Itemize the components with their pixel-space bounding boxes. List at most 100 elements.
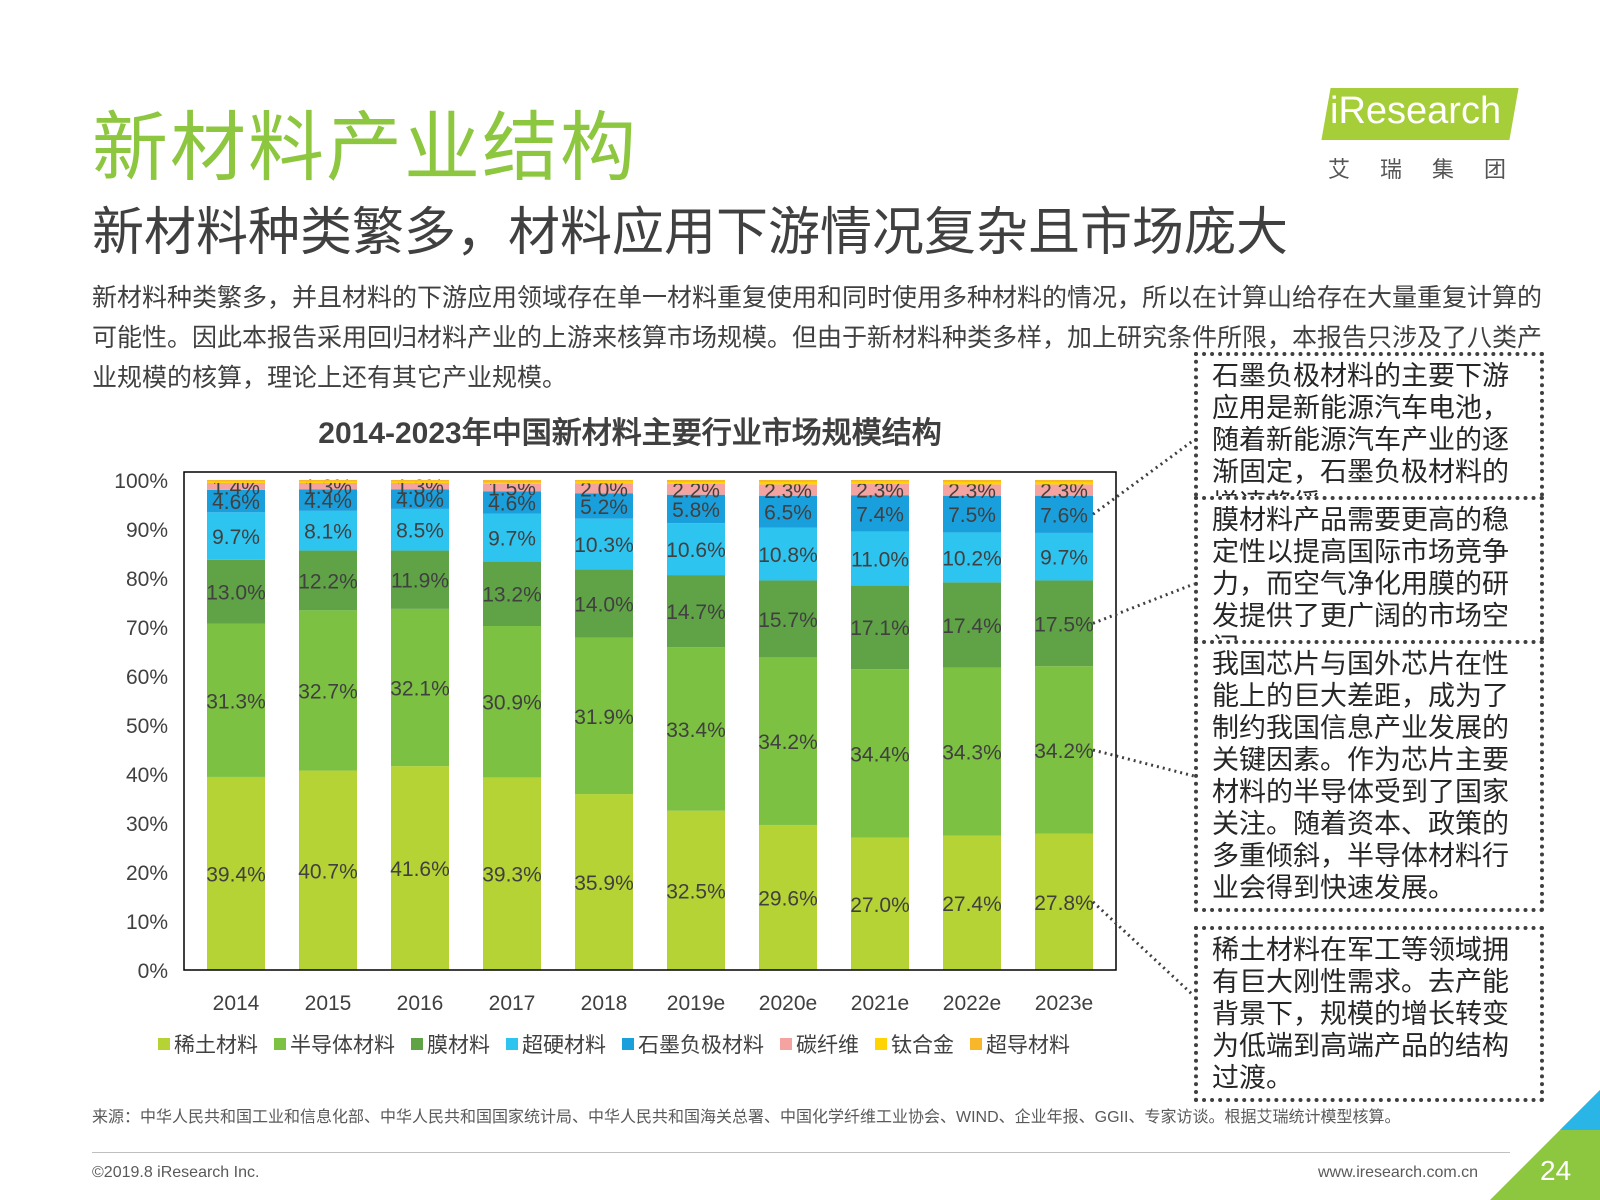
bar-segment (391, 550, 449, 609)
bar-segment (299, 550, 357, 611)
legend-label: 碳纤维 (796, 1034, 859, 1057)
data-label: 6.5% (764, 502, 812, 525)
y-tick-label: 10% (126, 911, 168, 934)
bar-segment (851, 837, 909, 970)
data-label: 32.5% (666, 880, 726, 903)
bar-segment (391, 482, 449, 490)
bar-segment (207, 623, 265, 777)
data-label: 14.0% (574, 593, 634, 616)
plot-frame (183, 471, 1117, 971)
data-label: 34.4% (850, 743, 910, 766)
data-label: 5.2% (580, 496, 628, 519)
data-label: 39.4% (206, 863, 266, 886)
page-title: 新材料产业结构 (92, 106, 638, 191)
bar-segment (483, 482, 541, 484)
bar-segment (851, 531, 909, 586)
data-label: 2.3% (948, 480, 996, 503)
legend-swatch (158, 1038, 170, 1050)
bar-segment (483, 483, 541, 492)
source-note: 来源：中华人民共和国工业和信息化部、中华人民共和国国家统计局、中华人民共和国海关… (92, 1109, 1401, 1126)
data-label: 2.3% (764, 480, 812, 503)
data-label: 2.3% (856, 480, 904, 503)
page-number: 24 (1540, 1155, 1572, 1186)
y-tick-label: 80% (126, 568, 168, 591)
data-label: 39.3% (482, 864, 542, 887)
data-label: 35.9% (574, 872, 634, 895)
x-tick-label: 2015 (305, 992, 352, 1015)
y-tick-label: 0% (138, 960, 168, 983)
iresearch-logo: iResearch 艾瑞集团 (1318, 86, 1519, 186)
data-label: 11.0% (851, 548, 909, 571)
bar-segment (207, 512, 265, 560)
data-label: 7.6% (1040, 504, 1088, 527)
data-label: 12.2% (298, 570, 358, 593)
data-label: 29.6% (758, 887, 818, 910)
data-label: 34.2% (758, 731, 818, 754)
data-label: 9.7% (488, 528, 536, 551)
data-label: 4.4% (304, 490, 352, 513)
data-label: 13.0% (206, 582, 266, 605)
bar-segment (207, 481, 265, 483)
data-label: 4.6% (212, 491, 260, 514)
data-label: 8.5% (396, 520, 444, 543)
bar-segment (391, 481, 449, 483)
data-label: 31.9% (574, 706, 634, 729)
callout-semiconductor: 我国芯片与国外芯片在性能上的巨大差距，成为了制约我国信息产业发展的关键因素。作为… (1194, 640, 1544, 912)
bar-segment (207, 559, 265, 624)
legend-swatch (622, 1038, 634, 1050)
x-tick-label: 2017 (489, 992, 536, 1015)
legend-label: 石墨负极材料 (638, 1034, 764, 1057)
page-subtitle: 新材料种类繁多，材料应用下游情况复杂且市场庞大 (92, 204, 1289, 262)
bar-segment (575, 637, 633, 795)
x-tick-label: 2016 (397, 992, 444, 1015)
bar-segment (207, 480, 265, 482)
data-label: 4.6% (488, 493, 536, 516)
y-tick-label: 90% (126, 519, 168, 542)
bar-segment (759, 481, 817, 485)
data-label: 1.4% (212, 476, 260, 499)
bar-segment (943, 495, 1001, 533)
data-label: 10.2% (942, 547, 1002, 570)
data-label: 17.1% (850, 617, 910, 640)
data-label: 7.5% (948, 504, 996, 527)
bar-segment (943, 667, 1001, 836)
data-label: 8.1% (304, 521, 352, 544)
chart-title: 2014-2023年中国新材料主要行业市场规模结构 (318, 417, 942, 450)
data-label: 1.3% (396, 476, 444, 499)
bar-segment (207, 482, 265, 490)
bar-segment (943, 484, 1001, 496)
legend-label: 超硬材料 (522, 1034, 606, 1057)
y-tick-label: 20% (126, 862, 168, 885)
y-tick-label: 30% (126, 813, 168, 836)
bar-segment (1035, 495, 1093, 533)
bar-segment (299, 510, 357, 551)
legend-swatch (780, 1038, 792, 1050)
bar-segment (1035, 666, 1093, 834)
y-tick-label: 60% (126, 666, 168, 689)
data-label: 30.9% (482, 692, 542, 715)
bar-segment (391, 480, 449, 482)
bar-segment (575, 518, 633, 570)
bar-segment (483, 491, 541, 514)
legend-swatch (970, 1038, 982, 1050)
bar-segment (483, 777, 541, 970)
bar-segment (851, 483, 909, 496)
data-label: 10.3% (574, 534, 634, 557)
y-tick-label: 100% (114, 470, 168, 493)
logo-subtext: 艾瑞集团 (1328, 157, 1537, 182)
bar-segment (1035, 484, 1093, 496)
footer-divider (92, 1152, 1510, 1153)
data-label: 27.8% (1034, 892, 1094, 915)
bar-segment (759, 484, 817, 496)
copyright: ©2019.8 iResearch Inc. (92, 1164, 260, 1181)
bar-segment (759, 580, 817, 658)
bar-segment (299, 480, 357, 482)
corner-decoration (1490, 1090, 1600, 1200)
legend-swatch (274, 1038, 286, 1050)
x-tick-label: 2014 (213, 992, 260, 1015)
bar-segment (1035, 833, 1093, 970)
callout-rare-earth: 稀土材料在军工等领域拥有巨大刚性需求。去产能背景下，规模的增长转变为低端到高端产… (1194, 926, 1544, 1102)
bar-segment (299, 610, 357, 771)
bar-segment (1035, 532, 1093, 581)
data-label: 17.5% (1034, 613, 1094, 636)
